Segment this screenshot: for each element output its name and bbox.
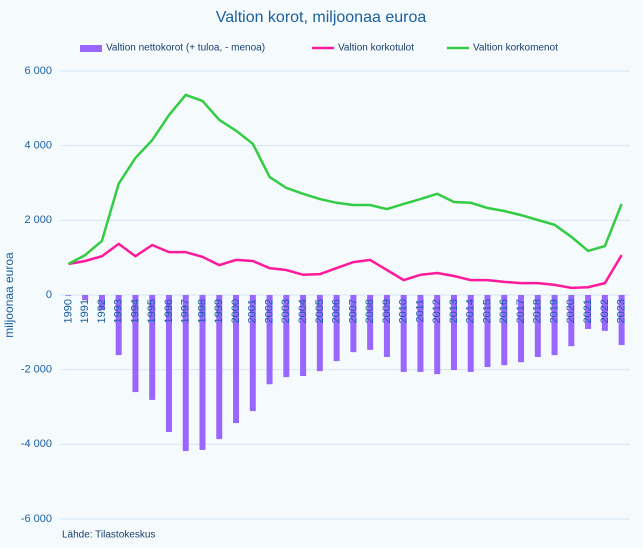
x-tick-label: 2013: [448, 299, 460, 323]
bar: [182, 295, 189, 452]
legend-label: Valtion nettokorot (+ tuloa, - menoa): [106, 43, 265, 54]
x-tick-label: 2019: [548, 299, 560, 323]
line: [67, 93, 623, 266]
x-tick-label: 2016: [498, 299, 510, 323]
bar: [484, 295, 491, 368]
legend-label: Valtion korkomenot: [473, 43, 558, 54]
line: [68, 242, 623, 290]
bar: [266, 295, 273, 385]
x-tick-label: 2020: [565, 299, 577, 323]
x-tick-label: 2017: [515, 299, 527, 323]
bar: [585, 295, 592, 329]
y-tick-label: -2 000: [21, 364, 52, 376]
bar: [65, 295, 72, 296]
y-tick-label: 0: [46, 289, 52, 301]
y-tick-label: 4 000: [24, 140, 52, 152]
x-tick-label: 2007: [347, 299, 359, 323]
y-axis-label: miljoonaa euroa: [2, 252, 16, 338]
x-tick-label: 1997: [180, 299, 192, 323]
bar: [383, 295, 390, 357]
x-tick-label: 1993: [113, 299, 125, 323]
x-tick-label: 2010: [398, 299, 410, 323]
bar: [350, 295, 357, 353]
bar: [450, 295, 457, 371]
x-tick-label: 1990: [62, 299, 74, 323]
x-tick-label: 1994: [129, 299, 141, 323]
x-tick-label: 2003: [280, 299, 292, 323]
bar: [333, 295, 340, 362]
bar: [199, 295, 206, 450]
x-tick-label: 2000: [230, 299, 242, 323]
y-tick-label: 2 000: [24, 214, 52, 226]
x-tick-label: 2008: [364, 299, 376, 323]
bar: [534, 295, 541, 357]
x-tick-label: 1992: [96, 299, 108, 323]
x-tick-label: 2014: [465, 299, 477, 323]
x-tick-label: 2011: [414, 299, 426, 323]
x-tick-label: 1991: [79, 299, 91, 323]
x-tick-label: 1995: [146, 299, 158, 323]
x-tick-label: 2006: [331, 299, 343, 323]
bar: [551, 295, 558, 356]
x-tick-label: 2004: [297, 299, 309, 323]
x-tick-label: 1999: [213, 299, 225, 323]
bar: [400, 295, 407, 372]
legend-swatch: [80, 45, 102, 52]
x-tick-label: 1998: [196, 299, 208, 323]
bar: [434, 295, 441, 375]
x-tick-label: 2005: [314, 299, 326, 323]
y-tick-label: -4 000: [21, 438, 52, 450]
x-tick-label: 2023: [616, 299, 628, 323]
x-tick-label: 2022: [599, 299, 611, 323]
bar: [233, 295, 240, 424]
x-tick-label: 2001: [247, 299, 259, 323]
bar: [165, 295, 172, 433]
x-tick-label: 2009: [381, 299, 393, 323]
bar: [149, 295, 156, 400]
bar: [132, 295, 139, 393]
x-tick-label: 2018: [532, 299, 544, 323]
chart-title: Valtion korot, miljoonaa euroa: [216, 9, 427, 26]
bar: [417, 295, 424, 372]
bar: [501, 295, 508, 366]
y-tick-label: 6 000: [24, 65, 52, 77]
bar: [618, 295, 625, 346]
x-tick-label: 1996: [163, 299, 175, 323]
bar: [316, 295, 323, 372]
bar: [82, 295, 89, 301]
x-tick-label: 2021: [582, 299, 594, 323]
source: Lähde: Tilastokeskus: [62, 530, 155, 541]
bar: [249, 295, 256, 412]
bar: [568, 295, 575, 347]
bar: [467, 295, 474, 372]
bar: [601, 295, 608, 331]
bar: [216, 295, 223, 440]
bar: [283, 295, 290, 378]
bar: [98, 295, 105, 310]
x-tick-label: 2012: [431, 299, 443, 323]
bar: [115, 295, 122, 356]
y-tick-label: -6 000: [21, 513, 52, 525]
bar: [367, 295, 374, 350]
x-tick-label: 2015: [481, 299, 493, 323]
legend-label: Valtion korkotulot: [338, 43, 414, 54]
x-tick-label: 2002: [263, 299, 275, 323]
bar: [518, 295, 525, 363]
bar: [300, 295, 307, 377]
